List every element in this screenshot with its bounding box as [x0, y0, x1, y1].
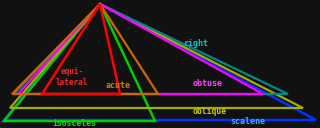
Text: equi-
lateral: equi- lateral	[56, 67, 88, 87]
Text: right: right	[183, 40, 209, 49]
Text: oblique: oblique	[193, 108, 227, 116]
Text: isosceles: isosceles	[52, 119, 96, 127]
Text: scalene: scalene	[230, 116, 266, 125]
Text: acute: acute	[106, 81, 131, 89]
Text: obtuse: obtuse	[193, 78, 223, 88]
